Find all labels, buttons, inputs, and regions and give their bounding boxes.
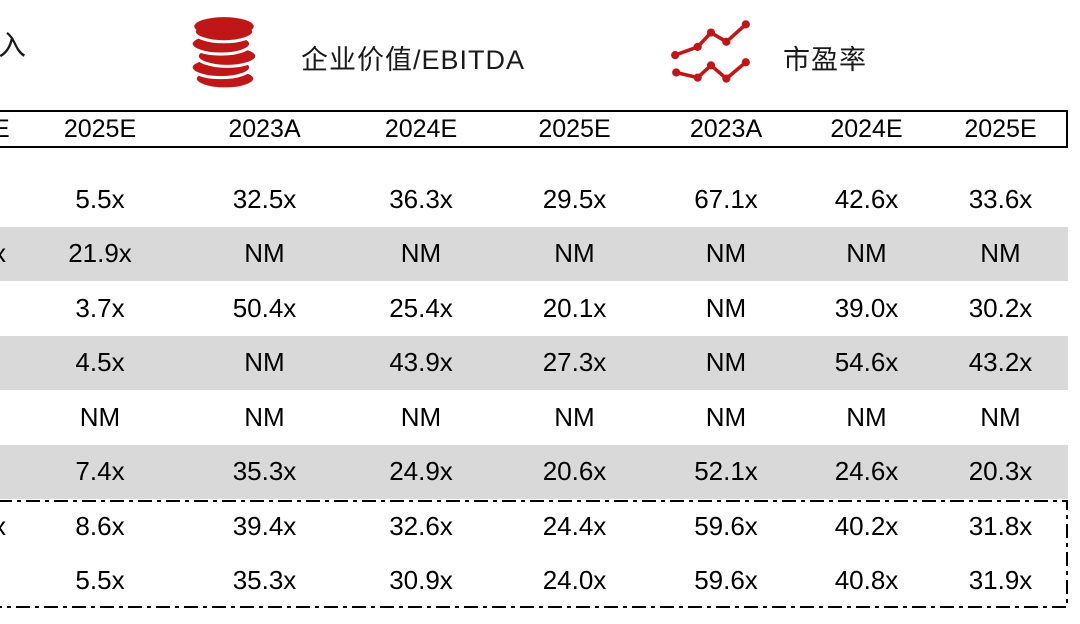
table-cell: NM xyxy=(244,347,285,378)
table-cell: 24.6x xyxy=(834,456,899,487)
table-row: x 21.9x NM NM NM NM NM NM xyxy=(0,226,1068,281)
table-cell: NM xyxy=(554,238,595,269)
table-cell: 32.5x xyxy=(232,183,297,214)
table-cell: NM xyxy=(980,401,1021,432)
table-cell: 43.2x xyxy=(968,347,1033,378)
header-cell-2023a: 2023A xyxy=(228,114,301,143)
header-cell-2024e-2: 2024E xyxy=(830,114,903,143)
table-cell: 50.4x xyxy=(232,292,297,323)
legend-ev-ebitda-label: 企业价值/EBITDA xyxy=(301,45,526,75)
legend-partial-label: 入 xyxy=(0,30,27,61)
table-cell: 36.3x xyxy=(389,183,453,214)
table-cell: 31.9x xyxy=(968,565,1033,596)
table-cell: 27.3x xyxy=(542,347,607,378)
header-cell-2023a-2: 2023A xyxy=(689,114,763,143)
coins-icon xyxy=(189,17,259,91)
table-cell: NM xyxy=(705,238,747,269)
table-cell: 59.6x xyxy=(694,565,758,596)
table-cell: 54.6x xyxy=(834,347,899,378)
table-header-row: E 2025E 2023A 2024E 2025E 2023A 2024E 20… xyxy=(0,110,1068,148)
table-cell: 35.3x xyxy=(232,565,297,596)
table-cell: 24.4x xyxy=(542,510,607,541)
summary-row: x 8.6x 39.4x 32.6x 24.4x 59.6x 40.2x 31.8x xyxy=(0,499,1068,554)
header-cell-2025e: 2025E xyxy=(63,114,137,143)
table-cell: 5.5x xyxy=(75,183,125,214)
table-cell: 4.5x xyxy=(75,347,125,378)
table-cell: 3.7x xyxy=(75,292,125,323)
table-row: 5.5x 32.5x 36.3x 29.5x 67.1x 42.6x 33.6x xyxy=(0,172,1068,227)
table-cell: 25.4x xyxy=(389,292,453,323)
line-chart-icon xyxy=(671,20,750,83)
table-cell: 59.6x xyxy=(694,510,758,541)
table-row: 4.5x NM 43.9x 27.3x NM 54.6x 43.2x xyxy=(0,335,1068,390)
table-cell: NM xyxy=(400,401,442,432)
table-cell: 30.9x xyxy=(389,565,453,596)
table-cell: 32.6x xyxy=(389,510,453,541)
header-cell-2024e: 2024E xyxy=(384,114,458,143)
table-cell: 24.0x xyxy=(542,565,607,596)
table-cell: 21.9x xyxy=(68,238,132,269)
table-cell: 7.4x xyxy=(75,456,125,487)
table-row: 7.4x 35.3x 24.9x 20.6x 52.1x 24.6x 20.3x xyxy=(0,444,1068,499)
table-cell: NM xyxy=(705,292,747,323)
table-cell: 20.3x xyxy=(968,456,1033,487)
table-cell: NM xyxy=(244,238,285,269)
table-cell: NM xyxy=(705,401,747,432)
table-cell: 39.0x xyxy=(834,292,899,323)
table-cell: 24.9x xyxy=(389,456,453,487)
cell-partial: x xyxy=(0,511,16,542)
table-cell: 35.3x xyxy=(232,456,297,487)
table-cell: NM xyxy=(980,238,1021,269)
table-row: NM NM NM NM NM NM NM xyxy=(0,390,1068,445)
table-cell: 31.8x xyxy=(968,510,1033,541)
table-cell: 5.5x xyxy=(75,565,125,596)
table-cell: 20.6x xyxy=(542,456,607,487)
table-cell: 67.1x xyxy=(694,183,758,214)
table-cell: 40.2x xyxy=(834,510,899,541)
table-cell: NM xyxy=(846,238,887,269)
table-cell: NM xyxy=(705,347,747,378)
table-cell: NM xyxy=(846,401,887,432)
table-cell: 43.9x xyxy=(389,347,453,378)
table-cell: NM xyxy=(554,401,595,432)
table-cell: 8.6x xyxy=(75,510,125,541)
table-body: 5.5x 32.5x 36.3x 29.5x 67.1x 42.6x 33.6x x 21.9x… xyxy=(0,172,1068,608)
table-cell: 30.2x xyxy=(968,292,1033,323)
table-cell: 52.1x xyxy=(694,456,758,487)
summary-row: 5.5x 35.3x 30.9x 24.0x 59.6x 40.8x 31.9x xyxy=(0,554,1068,609)
table-row: 3.7x 50.4x 25.4x 20.1x NM 39.0x 30.2x xyxy=(0,281,1068,336)
table-cell: 39.4x xyxy=(232,510,297,541)
table-cell: 20.1x xyxy=(542,292,607,323)
table-cell: NM xyxy=(244,401,285,432)
cell-partial: x xyxy=(0,238,16,269)
header-cell-2025e-3: 2025E xyxy=(964,114,1037,143)
table-cell: NM xyxy=(79,401,121,432)
header-cell-partial: E xyxy=(0,114,10,143)
header-cell-2025e-2: 2025E xyxy=(538,114,611,143)
table-cell: 42.6x xyxy=(834,183,899,214)
table-cell: 40.8x xyxy=(834,565,899,596)
table-cell: NM xyxy=(400,238,442,269)
table-cell: 33.6x xyxy=(968,183,1033,214)
legend-pe-label: 市盈率 xyxy=(783,45,867,75)
table-cell: 29.5x xyxy=(542,183,607,214)
